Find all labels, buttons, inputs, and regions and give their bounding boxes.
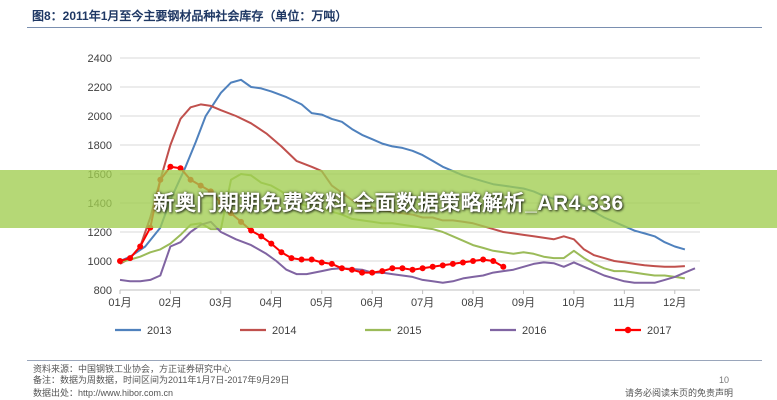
banner-text: 新奥门期期免费资料,全面数据策略解析_AR4.336 <box>153 192 624 215</box>
series-point-2017 <box>177 165 184 172</box>
x-tick-label: 07月 <box>411 297 434 309</box>
figure-title: 图8：2011年1月至今主要钢材品种社会库存（单位：万吨） <box>32 9 348 23</box>
series-line-2016 <box>119 220 696 284</box>
legend-label-2016: 2016 <box>522 325 546 337</box>
x-tick-label: 05月 <box>310 297 333 309</box>
y-tick-label: 1800 <box>88 140 112 152</box>
legend-label-2015: 2015 <box>397 325 421 337</box>
legend-label-2017: 2017 <box>647 325 671 337</box>
series-point-2017 <box>328 260 335 267</box>
series-point-2017 <box>490 258 497 264</box>
x-tick-label: 06月 <box>361 297 384 309</box>
series-point-2017 <box>409 266 416 273</box>
x-tick-label: 12月 <box>663 297 686 309</box>
figure-title-bar: 图8：2011年1月至今主要钢材品种社会库存（单位：万吨） <box>27 4 762 26</box>
x-tick-label: 02月 <box>159 297 182 309</box>
y-tick-label: 2200 <box>88 82 112 94</box>
data-origin-link[interactable]: 数据出处：http://www.hibor.com.cn <box>33 388 174 398</box>
series-point-2017 <box>500 263 507 270</box>
x-tick-label: 08月 <box>461 297 484 309</box>
series-point-2017 <box>308 256 315 263</box>
series-point-2017 <box>288 255 295 262</box>
series-point-2017 <box>389 265 396 272</box>
series-point-2017 <box>318 259 325 266</box>
legend-marker-2017 <box>624 326 632 334</box>
series-point-2017 <box>359 269 366 276</box>
series-point-2017 <box>459 259 466 266</box>
series-point-2017 <box>278 249 285 256</box>
series-point-2017 <box>449 260 456 267</box>
series-point-2017 <box>117 258 123 264</box>
footer-divider <box>27 360 762 361</box>
series-point-2017 <box>399 265 406 272</box>
series-point-2017 <box>338 265 345 272</box>
x-tick-label: 03月 <box>209 297 232 309</box>
axis-layer: 8001000120014001600180020002200240001月02… <box>88 53 700 309</box>
series-point-2017 <box>439 262 446 269</box>
series-point-2017 <box>480 256 487 263</box>
y-tick-label: 1200 <box>88 227 112 239</box>
x-tick-label: 01月 <box>108 297 131 309</box>
series-point-2017 <box>167 163 174 170</box>
x-tick-label: 10月 <box>562 297 585 309</box>
series-point-2017 <box>137 243 144 250</box>
legend: 2013 2014 2015 2016 2017 <box>115 325 671 337</box>
title-divider <box>27 27 762 28</box>
page-number: 10 <box>719 375 730 385</box>
series-point-2017 <box>429 263 436 270</box>
series-point-2017 <box>419 265 426 272</box>
y-tick-label: 1000 <box>88 256 112 268</box>
x-tick-label: 09月 <box>512 297 535 309</box>
series-point-2017 <box>298 256 305 263</box>
overlay-banner: 新奥门期期免费资料,全面数据策略解析_AR4.336 <box>0 170 777 228</box>
series-point-2017 <box>248 227 255 234</box>
series-point-2017 <box>369 269 376 276</box>
series-point-2017 <box>258 233 265 240</box>
disclaimer-text: 请务必阅读末页的免责声明 <box>625 388 734 398</box>
x-tick-label: 11月 <box>613 297 635 309</box>
remark-note: 备注：数据为周数据，时间区间为2011年1月7日-2017年9月29日 <box>33 375 290 385</box>
legend-label-2014: 2014 <box>272 325 296 337</box>
y-tick-label: 2400 <box>88 53 112 65</box>
series-point-2017 <box>470 258 477 264</box>
source-note: 资料来源：中国钢铁工业协会，方正证券研究中心 <box>33 364 232 374</box>
x-tick-label: 04月 <box>260 297 283 309</box>
series-point-2017 <box>379 268 386 275</box>
series-point-2017 <box>127 255 134 262</box>
legend-label-2013: 2013 <box>147 325 171 337</box>
series-point-2017 <box>349 266 355 273</box>
y-tick-label: 2000 <box>88 111 112 123</box>
series-point-2017 <box>268 240 275 247</box>
y-tick-label: 800 <box>94 285 112 297</box>
